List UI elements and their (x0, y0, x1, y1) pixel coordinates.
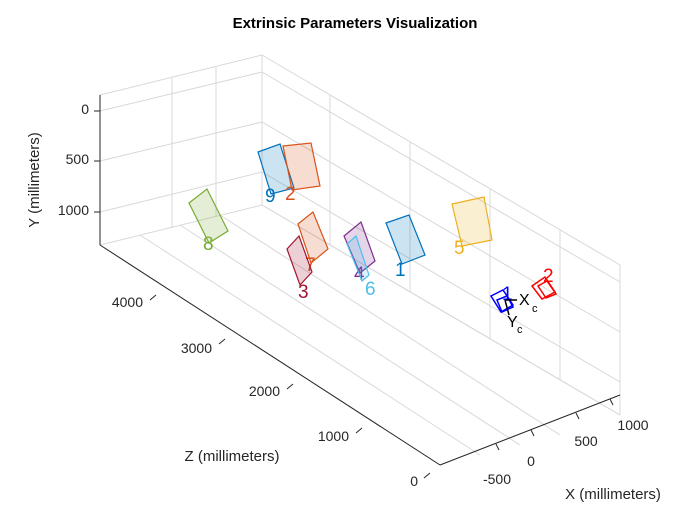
grid-line (219, 214, 561, 436)
grid-line (99, 54, 263, 96)
pattern-6-label: 6 (365, 279, 376, 300)
camera-x-label: X (519, 292, 530, 309)
grid-line (99, 171, 263, 213)
pattern-8: 8 (188, 188, 229, 255)
pattern-3: 3 (286, 234, 313, 303)
x-tick (530, 429, 535, 437)
pattern-5-label: 5 (454, 238, 465, 259)
chart-title: Extrinsic Parameters Visualization (233, 15, 478, 32)
pattern-2-label: 2 (285, 184, 296, 205)
axes (94, 95, 621, 479)
grid-line (99, 71, 263, 112)
pattern-8-label: 8 (203, 234, 214, 255)
pattern-2: 2 (282, 142, 321, 205)
grid-line (99, 121, 263, 162)
camera-y-axis (504, 299, 510, 316)
camera-lens (496, 295, 515, 314)
z-tick (423, 472, 431, 479)
grid (99, 54, 621, 466)
pattern-1-label: 1 (395, 260, 406, 281)
pattern-8-plane (188, 188, 229, 244)
camera: 1 X c Y c 2 (489, 266, 558, 336)
pattern-3-plane (286, 234, 313, 287)
y-tick-label: 500 (66, 151, 90, 167)
pattern-5: 5 (451, 196, 493, 259)
grid-line (261, 204, 621, 416)
z-axis-line (99, 244, 441, 466)
grid-line (139, 234, 481, 456)
pattern-5-plane (451, 196, 493, 247)
red-extra-label-2: 2 (543, 266, 554, 287)
z-tick (286, 383, 294, 390)
pattern-2-plane (282, 142, 321, 191)
pattern-9-plane (257, 143, 295, 195)
grid-line (99, 204, 263, 246)
camera-extra-label-1: 1 (502, 284, 513, 305)
y-tick-label: 1000 (58, 202, 89, 218)
camera-y-subscript: c (517, 324, 523, 336)
pattern-7-plane (297, 211, 329, 265)
x-tick-label: 0 (527, 453, 535, 469)
pattern-9-label: 9 (265, 186, 276, 207)
z-tick (355, 427, 363, 434)
z-axis-label: Z (millimeters) (185, 448, 280, 465)
calibration-patterns: 9 2 8 7 3 4 6 1 (188, 142, 493, 303)
pattern-6-plane (346, 234, 370, 282)
y-tick-label: 0 (81, 101, 89, 117)
camera-y-label: Y (507, 314, 518, 331)
z-tick-label: 3000 (181, 340, 212, 356)
pattern-1-plane (385, 214, 426, 265)
grid-line (179, 224, 521, 446)
z-tick-label: 4000 (112, 294, 143, 310)
z-tick-label: 1000 (318, 428, 349, 444)
x-tick (575, 412, 580, 420)
pattern-6: 6 (346, 234, 376, 300)
tick-labels: -500 0 500 1000 0 500 1000 0 1000 2000 3… (58, 101, 649, 489)
x-axis-line (439, 394, 621, 466)
camera-body (489, 289, 515, 314)
red-marker-lens (536, 280, 558, 299)
pattern-3-label: 3 (298, 282, 309, 303)
pattern-9: 9 (257, 143, 295, 207)
x-axis-label: X (millimeters) (565, 486, 661, 503)
z-tick-label: 2000 (249, 383, 280, 399)
x-tick (609, 398, 614, 406)
x-tick (495, 443, 500, 451)
x-tick-label: 500 (574, 433, 598, 449)
camera-x-subscript: c (532, 303, 538, 315)
pattern-1: 1 (385, 214, 426, 281)
y-axis-label: Y (millimeters) (26, 132, 43, 228)
z-tick (218, 338, 226, 345)
x-tick-label: -500 (483, 471, 511, 487)
z-tick-label: 0 (410, 473, 418, 489)
x-tick-label: 1000 (617, 417, 648, 433)
z-tick (149, 294, 157, 301)
